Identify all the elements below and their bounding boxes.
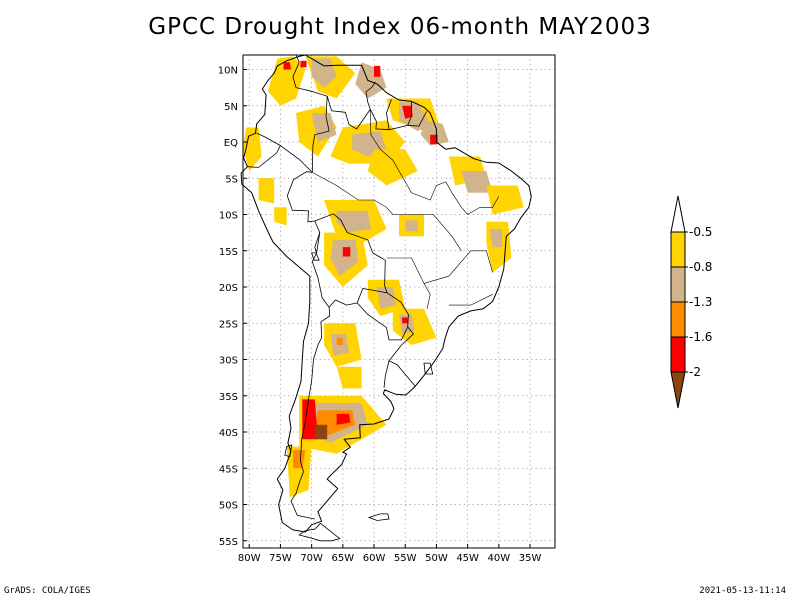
country-border xyxy=(386,292,416,387)
lon-tick-label: 40W xyxy=(488,553,511,564)
lat-tick-label: 30S xyxy=(219,356,238,367)
lon-tick-label: 55W xyxy=(394,553,417,564)
colorbar-label: -1.3 xyxy=(689,295,712,309)
lon-tick-label: 80W xyxy=(238,553,261,564)
drought-region-chile-south-core xyxy=(292,450,306,469)
drought-region-amapa xyxy=(420,120,449,146)
country-border xyxy=(247,145,281,168)
drought-region-patagonia-n-red xyxy=(336,413,351,425)
colorbar-segment xyxy=(670,266,686,303)
lon-tick-label: 75W xyxy=(269,553,292,564)
country-border xyxy=(383,360,390,388)
drought-region-amapa-red xyxy=(430,134,438,145)
state-border xyxy=(423,250,493,284)
longitude-axis: 80W 75W 70W 65W 60W 55W 50W 45W 40W 35W xyxy=(238,544,542,564)
state-border xyxy=(448,294,493,306)
drought-region-guyana-red-2 xyxy=(374,65,381,77)
drought-region-guiana-red xyxy=(402,105,413,119)
colorbar-segment xyxy=(670,301,686,338)
drought-region-amazon-west-2 xyxy=(311,113,337,142)
lat-tick-label: 10S xyxy=(219,211,238,222)
drought-region-parana-hot xyxy=(402,317,408,324)
drought-region-bahia-core xyxy=(489,229,502,248)
colorbar-bottom-triangle xyxy=(670,371,686,409)
colorbar-segment xyxy=(670,336,686,373)
map-frame-border xyxy=(242,54,556,549)
drought-region-argentina-nw-hot xyxy=(336,337,343,345)
drought-region-peru-north xyxy=(258,178,275,204)
lat-tick-label: 55S xyxy=(219,537,238,548)
drought-region-colombia-red xyxy=(283,62,291,70)
state-border xyxy=(386,257,431,309)
boundary-lines xyxy=(240,54,532,542)
drought-region-amazon-south xyxy=(367,149,418,186)
island xyxy=(298,522,341,542)
lon-tick-label: 60W xyxy=(363,553,386,564)
drought-region-bolivia-core xyxy=(330,239,359,277)
country-border xyxy=(326,81,376,130)
country-border xyxy=(386,99,392,130)
timestamp: 2021-05-13-11:14 xyxy=(699,586,786,596)
drought-region-bolivia-hot xyxy=(342,247,351,257)
map-panel: 10N5NEQ5S10S15S20S25S30S35S40S45S50S55S … xyxy=(218,54,556,564)
country-border xyxy=(328,299,358,308)
chart-title: GPCC Drought Index 06-month MAY2003 xyxy=(148,14,652,40)
drought-region-patagonia-w-red xyxy=(302,399,318,440)
drought-region-peru-central xyxy=(274,207,287,226)
colorbar-label: -0.8 xyxy=(689,260,712,274)
lat-tick-label: 40S xyxy=(219,428,238,439)
drought-region-northeast-3 xyxy=(486,185,524,215)
colorbar-segment xyxy=(670,231,686,268)
drought-region-venez-red xyxy=(300,60,307,68)
lat-tick-label: 25S xyxy=(219,319,238,330)
drought-region-chaco-core xyxy=(377,287,396,309)
latitude-axis: 10N 5N EQ 5S 10S 15S 20S 25S 30S 35S 40S 45S 50S 55S xyxy=(218,66,247,548)
lake xyxy=(423,362,434,375)
lat-tick-label: 10N xyxy=(218,66,238,77)
lat-tick-label: EQ xyxy=(224,138,238,149)
island xyxy=(367,513,390,521)
lon-tick-label: 65W xyxy=(332,553,355,564)
country-border xyxy=(369,101,412,131)
lat-tick-label: 20S xyxy=(219,283,238,294)
lon-tick-label: 35W xyxy=(519,553,542,564)
country-border xyxy=(356,288,409,341)
coastline xyxy=(240,54,532,533)
lat-tick-label: 35S xyxy=(219,392,238,403)
color-legend: -0.5 -0.8 -1.3 -1.6 -2 xyxy=(670,195,712,409)
state-border xyxy=(312,172,462,251)
colorbar-label: -0.5 xyxy=(689,225,712,239)
lon-tick-label: 45W xyxy=(456,553,479,564)
lon-tick-label: 50W xyxy=(425,553,448,564)
colorbar-label: -2 xyxy=(689,365,701,379)
island xyxy=(284,444,293,458)
grads-credit: GrADS: COLA/IGES xyxy=(4,586,91,596)
country-border xyxy=(286,171,331,520)
lon-tick-label: 70W xyxy=(300,553,323,564)
colorbar-top-triangle xyxy=(670,195,686,233)
lat-tick-label: 5N xyxy=(224,102,238,113)
country-border xyxy=(314,213,388,293)
lat-tick-label: 45S xyxy=(219,464,238,475)
drought-region-goias-core xyxy=(405,220,418,232)
drought-region-patagonia-brown xyxy=(314,424,328,440)
drought-region-rondonia-core xyxy=(336,210,371,233)
state-border xyxy=(370,109,500,215)
lat-tick-label: 50S xyxy=(219,501,238,512)
lat-tick-label: 5S xyxy=(225,174,238,185)
country-border xyxy=(316,232,321,253)
lat-tick-label: 15S xyxy=(219,247,238,258)
drought-region-northeast-2 xyxy=(461,171,493,193)
country-border xyxy=(407,111,427,127)
drought-region-cordoba xyxy=(336,366,362,389)
colorbar-label: -1.6 xyxy=(689,330,712,344)
